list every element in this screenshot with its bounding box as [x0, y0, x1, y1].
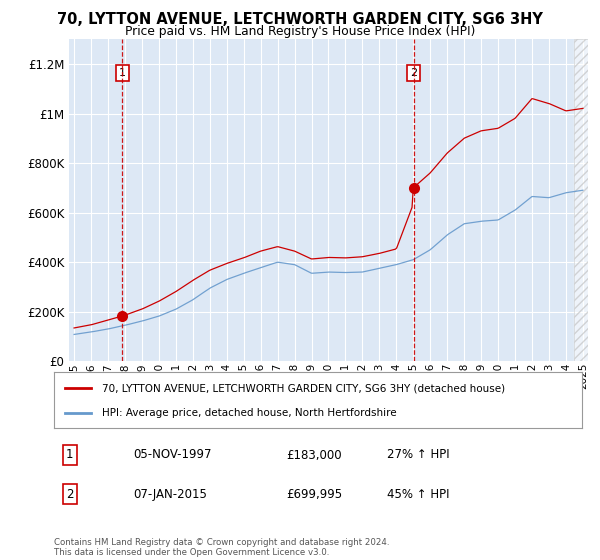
Text: 1: 1	[119, 68, 126, 78]
Text: 2: 2	[410, 68, 417, 78]
Text: 07-JAN-2015: 07-JAN-2015	[133, 488, 207, 501]
Text: 70, LYTTON AVENUE, LETCHWORTH GARDEN CITY, SG6 3HY (detached house): 70, LYTTON AVENUE, LETCHWORTH GARDEN CIT…	[101, 383, 505, 393]
Text: £183,000: £183,000	[286, 449, 342, 461]
Text: £699,995: £699,995	[286, 488, 343, 501]
Text: 1: 1	[66, 449, 74, 461]
Text: 70, LYTTON AVENUE, LETCHWORTH GARDEN CITY, SG6 3HY: 70, LYTTON AVENUE, LETCHWORTH GARDEN CIT…	[57, 12, 543, 27]
Text: Price paid vs. HM Land Registry's House Price Index (HPI): Price paid vs. HM Land Registry's House …	[125, 25, 475, 38]
Text: HPI: Average price, detached house, North Hertfordshire: HPI: Average price, detached house, Nort…	[101, 408, 396, 418]
Text: Contains HM Land Registry data © Crown copyright and database right 2024.
This d: Contains HM Land Registry data © Crown c…	[54, 538, 389, 557]
Text: 45% ↑ HPI: 45% ↑ HPI	[386, 488, 449, 501]
Text: 27% ↑ HPI: 27% ↑ HPI	[386, 449, 449, 461]
Bar	[574, 39, 588, 361]
Text: 2: 2	[66, 488, 74, 501]
Text: 05-NOV-1997: 05-NOV-1997	[133, 449, 212, 461]
